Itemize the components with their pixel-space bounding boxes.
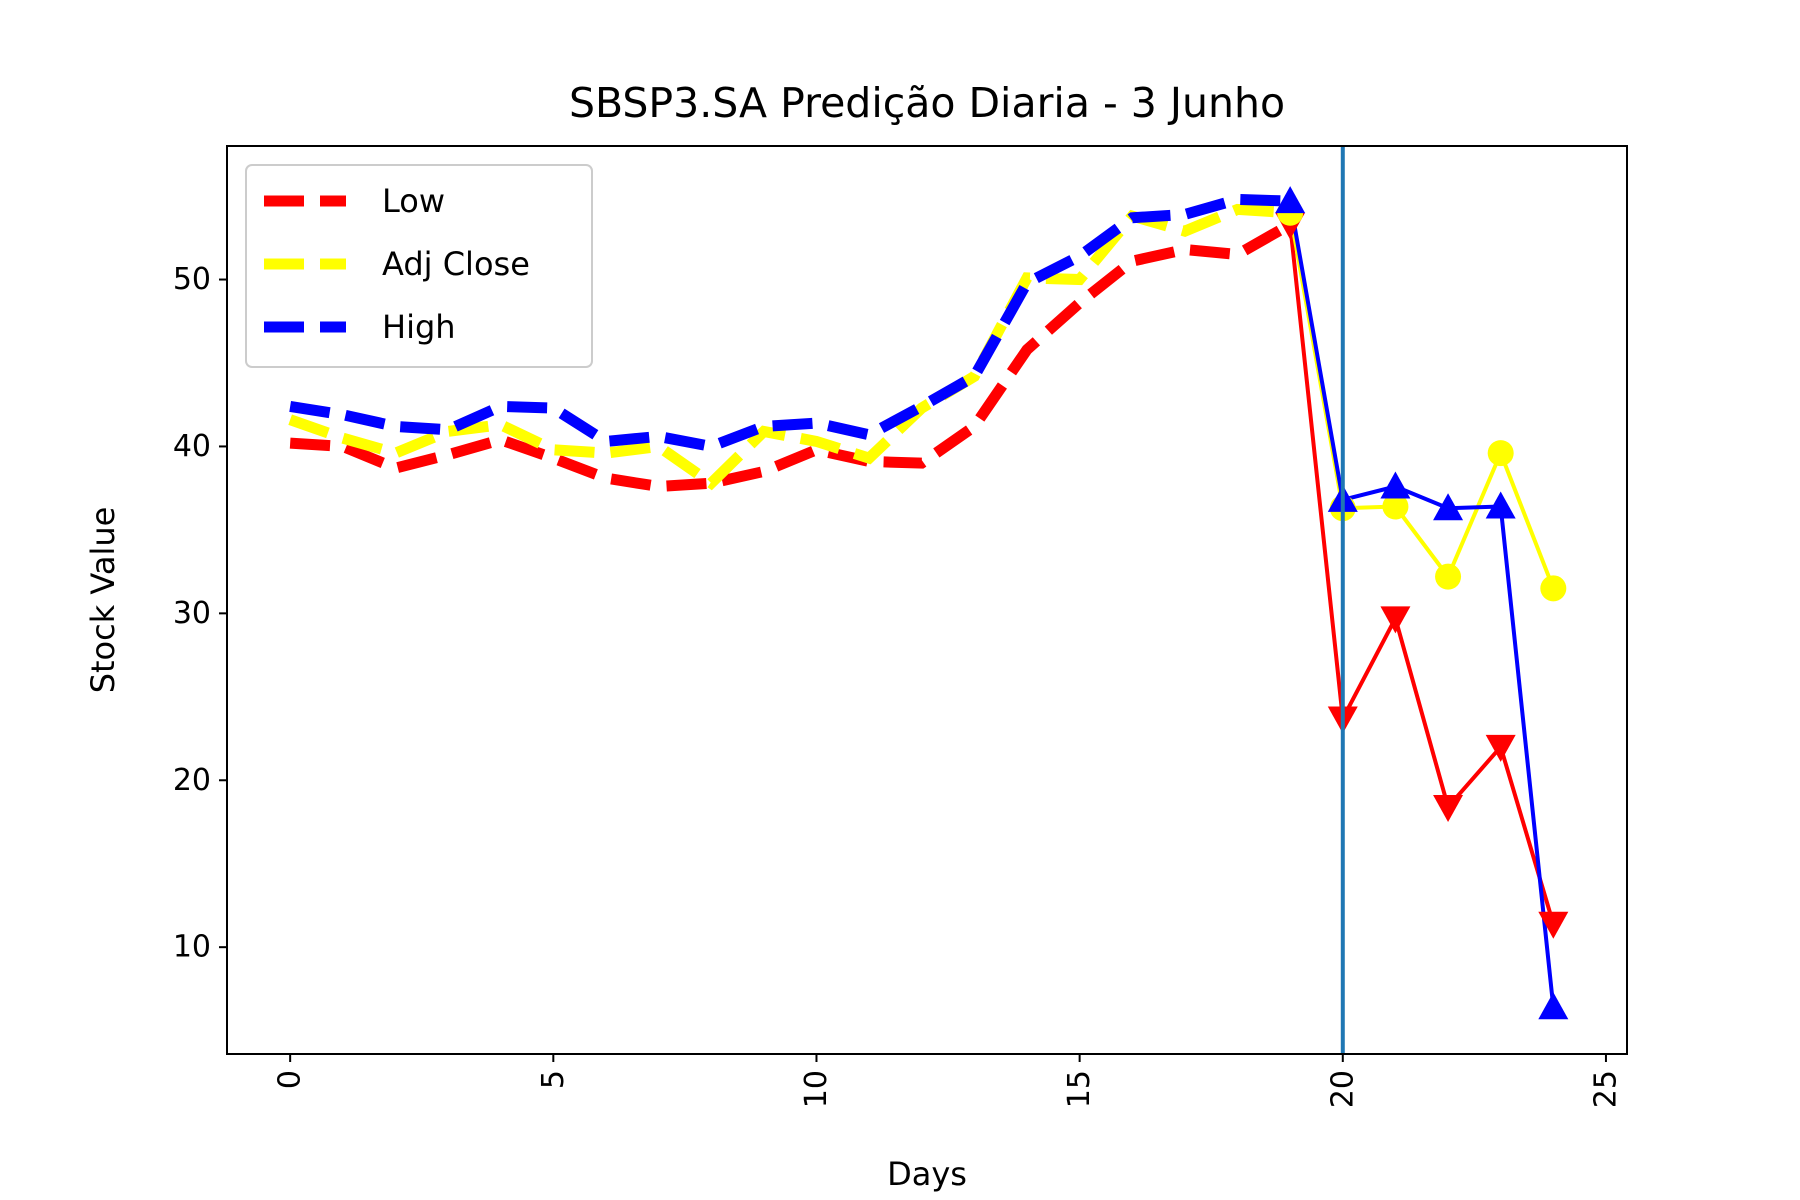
series-adj-close-point (1540, 575, 1567, 602)
series-high-historical-line (289, 193, 1291, 453)
y-tick-label: 10 (173, 930, 211, 965)
series-low-point (1380, 606, 1411, 634)
x-axis: 0 5 10 15 20 25 (273, 1054, 1623, 1108)
series-low-point (1538, 911, 1569, 939)
series-low-predicted-line (1288, 224, 1556, 925)
legend-label: Low (382, 182, 445, 220)
series-low-point (1485, 734, 1516, 762)
x-tick-label: 25 (1588, 1070, 1623, 1108)
series-adj-close-point (1487, 440, 1514, 467)
x-tick-label: 20 (1325, 1070, 1360, 1108)
series-adj-close-point (1435, 563, 1462, 590)
series-high-predicted-line (1288, 200, 1556, 1008)
x-tick-label: 10 (799, 1070, 834, 1108)
series-layer (288, 186, 1569, 1020)
x-tick-label: 15 (1062, 1070, 1097, 1108)
series-low-point (1433, 794, 1464, 822)
y-tick-label: 40 (173, 429, 211, 464)
x-tick-label: 0 (273, 1070, 308, 1089)
series-high-point (1275, 186, 1306, 214)
series-high-point (1433, 493, 1464, 521)
series-low-historical-line (289, 219, 1293, 493)
y-axis: 10 20 30 40 50 (173, 262, 227, 965)
series-high-point (1380, 471, 1411, 499)
plot-area-frame (226, 145, 1628, 1055)
legend-frame (245, 164, 593, 368)
chart-title: SBSP3.SA Predição Diaria - 3 Junho (569, 79, 1285, 127)
y-tick-label: 30 (173, 596, 211, 631)
x-tick-label: 5 (536, 1070, 571, 1089)
series-high-point (1485, 491, 1516, 519)
legend: Low Adj Close High (245, 164, 593, 368)
y-tick-label: 50 (173, 262, 211, 297)
legend-label: Adj Close (382, 245, 530, 283)
series-adj-close-point (1382, 493, 1409, 520)
series-high-point (1538, 992, 1569, 1020)
x-axis-label: Days (887, 1155, 967, 1193)
series-adj-close-historical-line (288, 203, 1291, 491)
y-tick-label: 20 (173, 763, 211, 798)
legend-label: High (382, 308, 456, 346)
y-axis-label: Stock Value (84, 507, 122, 694)
